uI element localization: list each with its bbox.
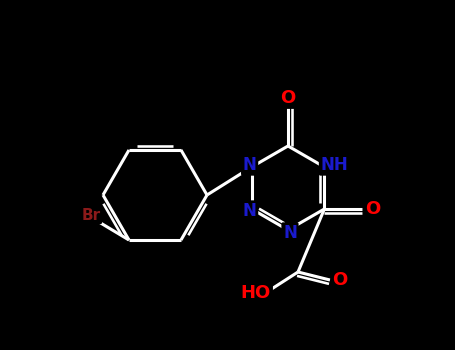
Text: NH: NH (320, 156, 348, 174)
Text: Br: Br (81, 208, 101, 223)
Text: N: N (243, 156, 257, 174)
Text: N: N (283, 224, 297, 242)
Text: N: N (243, 202, 257, 220)
Text: O: O (365, 200, 380, 218)
Text: HO: HO (241, 284, 271, 302)
Text: N: N (243, 202, 257, 220)
Text: N: N (283, 224, 297, 242)
Text: O: O (280, 89, 296, 107)
Text: O: O (365, 200, 380, 218)
Text: O: O (280, 89, 296, 107)
Text: HO: HO (241, 284, 271, 302)
Text: O: O (332, 271, 348, 289)
Text: O: O (332, 271, 348, 289)
Text: N: N (243, 156, 257, 174)
Text: NH: NH (320, 156, 348, 174)
Text: Br: Br (81, 208, 101, 223)
